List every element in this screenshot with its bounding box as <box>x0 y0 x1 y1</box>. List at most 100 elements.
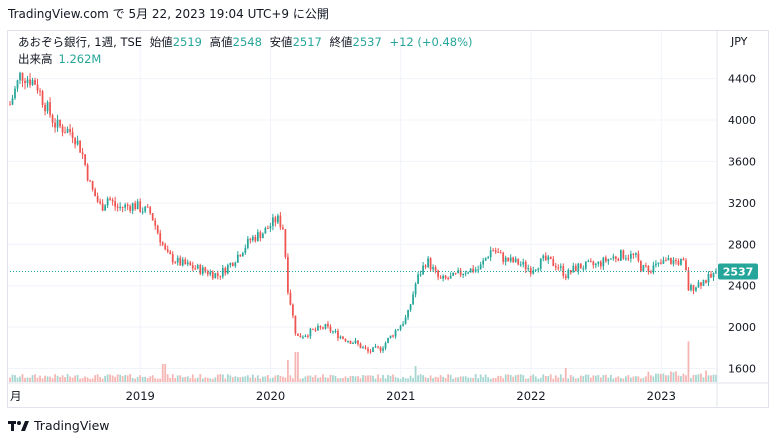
candle-body <box>507 257 510 262</box>
volume-bar <box>532 374 535 382</box>
candle-body <box>164 244 167 250</box>
candle-body <box>574 265 577 272</box>
volume-bar <box>472 377 475 382</box>
candle-body <box>294 315 297 334</box>
candle-body <box>244 247 247 253</box>
volume-bar <box>429 375 432 382</box>
volume-bar <box>94 375 96 382</box>
volume-bar <box>412 377 414 382</box>
volume-bar <box>372 375 374 382</box>
candle-body <box>389 335 392 339</box>
candle-body <box>259 232 262 239</box>
volume-bar <box>534 376 537 382</box>
candle-body <box>474 269 477 272</box>
volume-bar <box>379 378 382 382</box>
volume-bar <box>364 375 367 382</box>
candle-body <box>307 335 309 337</box>
volume-bar <box>359 378 362 382</box>
volume-bar <box>712 374 715 382</box>
volume-bar <box>261 376 264 382</box>
volume-bar <box>692 374 695 382</box>
volume-bar <box>399 378 402 382</box>
volume-bar <box>559 374 562 382</box>
candle-body <box>424 265 427 267</box>
volume-bar <box>339 378 342 382</box>
candle-body <box>499 252 502 254</box>
volume-bar <box>374 378 377 382</box>
volume-bar <box>645 376 647 382</box>
volume-bar <box>299 378 302 382</box>
volume-bar <box>462 376 465 382</box>
candle-body <box>344 338 347 342</box>
volume-bar <box>304 376 307 382</box>
candle-body <box>557 267 560 269</box>
candle-body <box>645 265 647 267</box>
candle-body <box>269 226 272 229</box>
footer: TradingView <box>8 418 110 433</box>
candle-body <box>184 259 187 265</box>
candle-body <box>429 258 432 270</box>
volume-bar <box>514 375 517 382</box>
candle-body <box>539 258 542 269</box>
candle-body <box>630 253 632 259</box>
candle-body <box>176 257 179 263</box>
candle-body <box>702 280 705 286</box>
volume-bar <box>424 377 427 382</box>
candle-body <box>359 343 362 349</box>
volume-bar <box>164 364 167 382</box>
candle-body <box>246 238 249 248</box>
volume-bar <box>119 374 122 382</box>
candle-body <box>407 309 409 318</box>
volume-bar <box>221 374 224 382</box>
candle-body <box>432 267 434 270</box>
candle-body <box>599 261 602 267</box>
volume-bar <box>259 378 262 382</box>
candle-body <box>314 329 317 331</box>
volume-bar <box>529 375 532 382</box>
candle-body <box>36 84 39 91</box>
candle-body <box>404 317 407 324</box>
volume-bar <box>244 376 247 382</box>
candle-body <box>69 129 71 133</box>
candle-body <box>529 268 532 274</box>
candle-body <box>602 257 605 267</box>
candle-body <box>657 262 660 264</box>
candle-body <box>604 257 607 262</box>
candle-body <box>51 115 54 123</box>
change-value: +12 (+0.48%) <box>389 35 473 49</box>
volume-bar <box>502 378 505 382</box>
volume-label: 出来高 <box>18 52 53 66</box>
volume-bar <box>174 378 177 382</box>
volume-bar <box>289 375 292 382</box>
grid <box>8 31 716 382</box>
candle-body <box>292 304 294 316</box>
volume-bar <box>186 376 189 382</box>
candle-body <box>256 232 259 241</box>
volume-bar <box>69 376 71 382</box>
volume-bar <box>630 377 632 382</box>
volume-bar <box>562 377 565 382</box>
candle-body <box>665 260 667 262</box>
volume-bar <box>154 378 157 382</box>
volume-bar <box>229 375 232 382</box>
volume-bar <box>697 374 700 382</box>
volume-bar <box>34 374 36 382</box>
candle-body <box>427 258 429 267</box>
volume-bar <box>159 378 162 382</box>
candle-body <box>412 294 414 305</box>
candle-body <box>149 207 152 214</box>
volume-bar <box>707 375 710 382</box>
volume-bar <box>236 377 239 382</box>
candle-body <box>14 88 16 99</box>
candle-body <box>419 274 422 276</box>
volume-bar <box>66 374 69 382</box>
candle-body <box>241 252 244 257</box>
candle-body <box>484 258 487 261</box>
candle-body <box>191 265 194 269</box>
candle-body <box>715 271 717 274</box>
candle-body <box>357 340 359 344</box>
candle-body <box>462 273 465 276</box>
volume-bar <box>239 377 242 382</box>
candle-body <box>612 256 615 259</box>
